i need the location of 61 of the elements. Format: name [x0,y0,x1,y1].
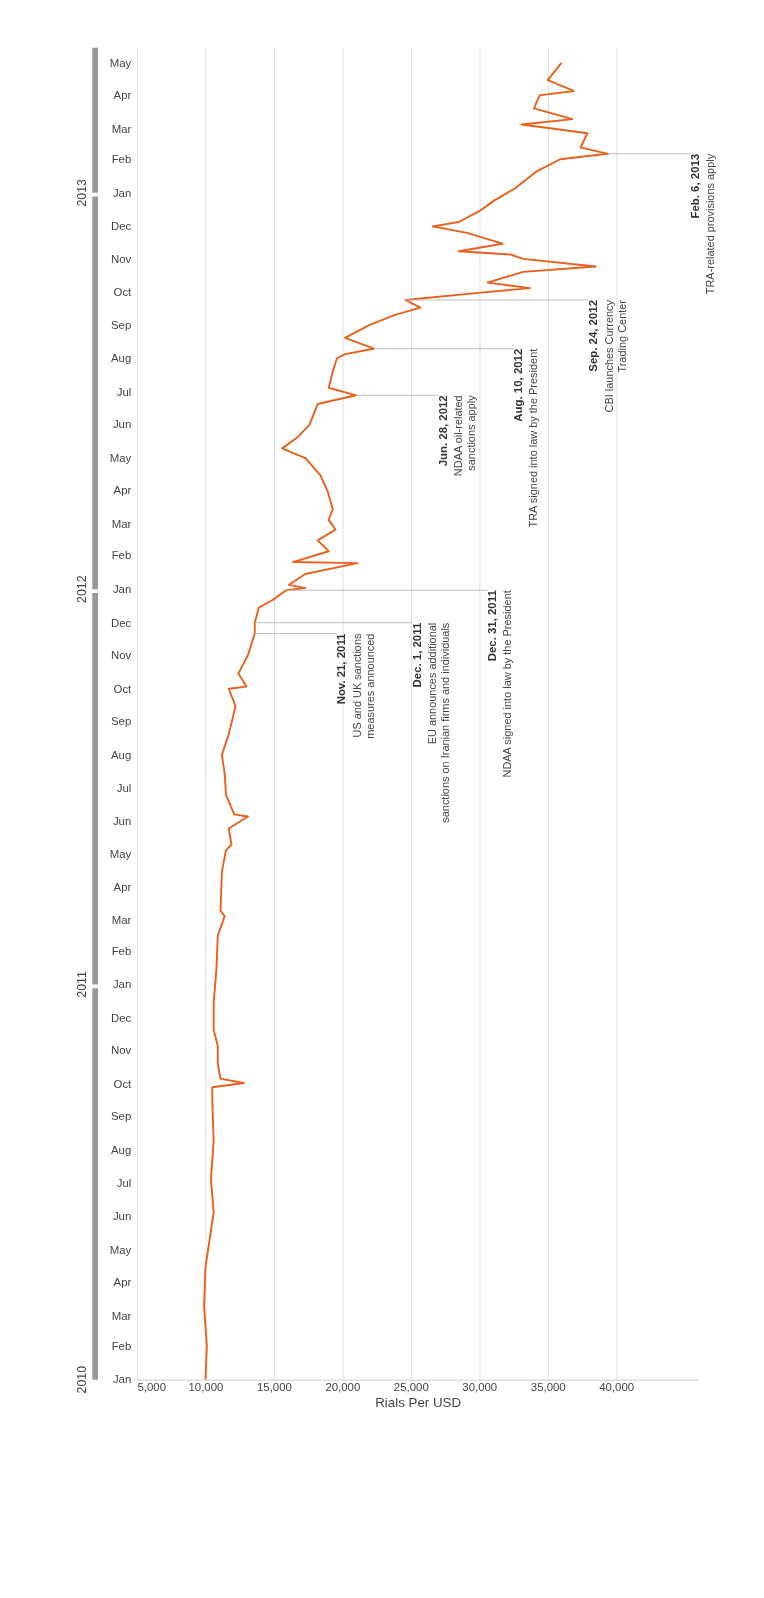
x-tick-label: 25,000 [393,1380,429,1393]
y-tick-label: Mar [111,517,132,530]
y2-tick-label: 2010 [74,1365,89,1394]
y-tick-label: May [109,451,132,464]
y2-tick-label: 2011 [74,971,89,998]
y-tick-label: Dec [111,220,132,233]
y-tick-label: Jun [112,1209,132,1222]
y-tick-label: Sep [111,1110,132,1123]
y-tick-label: Nov [111,649,132,662]
y-tick-label: Jun [112,418,132,431]
y-tick-label: Oct [113,682,133,695]
y-tick-label: Mar [111,1309,132,1322]
text: Nov. 21, 2011 US and UK sanctions measures announced [335,633,377,739]
y-tick-label: Jan [112,978,132,991]
y-tick-label: Jul [116,1177,132,1190]
y-tick-label: Mar [111,122,132,135]
y-tick-label: May [109,56,132,69]
y-tick-label: Oct [113,1077,133,1090]
x-tick-label: 10,000 [188,1380,224,1393]
y-tick-label: Feb [111,153,132,166]
x-tick-label: 5,000 [137,1380,167,1393]
y-tick-label: Sep [111,318,132,331]
text: Dec. 31, 2011 NDAA signed into law by the President [486,590,514,778]
x-tick-label: 35,000 [530,1380,566,1393]
text: Aug. 10, 2012 TRA signed into law by the President [512,348,540,528]
x-tick-label: 30,000 [462,1380,498,1393]
y-tick-label: Jul [116,385,132,398]
y-tick-label: Aug [111,1143,132,1156]
y-tick-label: Aug [111,748,132,761]
x-tick-label: 20,000 [325,1380,361,1393]
y-tick-label: Apr [113,880,132,893]
y-tick-label: Apr [113,1276,132,1289]
y-tick-label: Apr [113,484,132,497]
y-tick-label: Jul [116,782,132,795]
y-tick-label: Nov [111,1044,132,1057]
x-tick-label: 40,000 [599,1380,635,1393]
text: Dec. 1, 2011 EU announces additional sanctions on Iranian firms and individuals [410,622,452,823]
y-tick-label: May [109,1243,132,1256]
y-tick-label: Apr [113,89,132,102]
y-tick-label: Sep [111,715,132,728]
y-tick-label: May [109,848,132,861]
text: Feb. 6, 2013 TRA-related provisions apply [688,153,716,295]
y2-tick-label: 2012 [74,575,89,603]
y-tick-label: Nov [111,252,132,265]
y-tick-label: Dec [111,616,132,629]
y-tick-label: Jun [112,814,132,827]
y-tick-label: Mar [111,914,132,927]
y-tick-label: Feb [111,1339,132,1352]
y-tick-label: Feb [111,944,132,957]
x-tick-label: 15,000 [256,1380,292,1393]
y2-tick-label: 2013 [74,178,89,207]
y-tick-label: Jan [112,1373,132,1386]
y-tick-label: Jan [112,582,132,595]
text: Sep. 24, 2012 CBI launches Currency Trading Center [587,300,628,413]
y-tick-label: Oct [113,286,133,299]
y-tick-label: Aug [111,352,132,365]
text: Jun. 28, 2012 NDAA oil-related sanctions apply [436,395,478,477]
y-tick-label: Jan [112,186,132,199]
x-axis-title: Rials Per USD [375,1394,462,1410]
y-tick-label: Feb [111,549,132,562]
y-tick-label: Dec [111,1011,132,1024]
